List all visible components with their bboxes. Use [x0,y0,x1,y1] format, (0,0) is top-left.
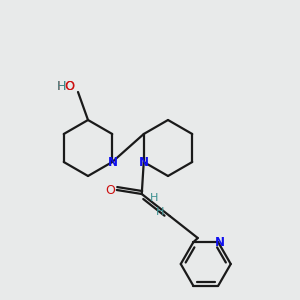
Text: H: H [150,193,158,203]
Text: N: N [215,236,225,249]
Text: N: N [108,155,118,169]
Text: H: H [56,80,66,94]
Text: HO: HO [56,80,76,94]
Text: O: O [105,184,115,196]
Text: N: N [139,155,149,169]
Text: H: H [156,207,164,217]
Text: O: O [64,80,74,94]
